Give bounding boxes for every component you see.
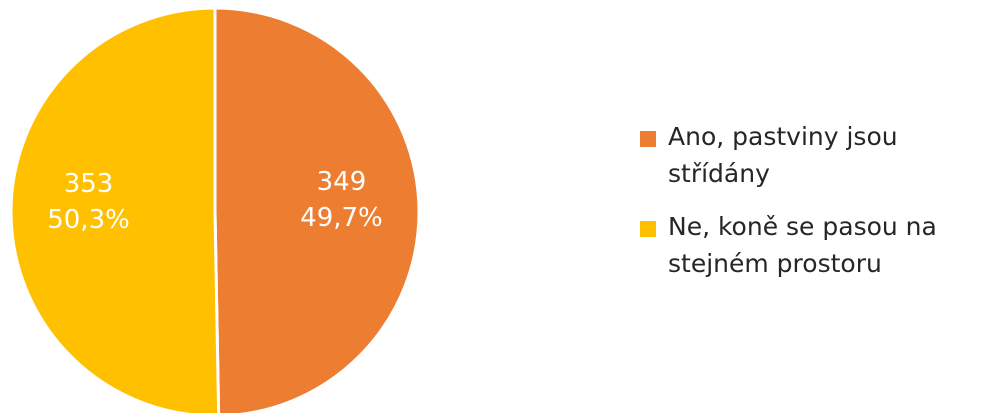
legend: Ano, pastviny jsou střídány Ne, koně se … bbox=[640, 118, 990, 298]
pie-slice-ne bbox=[9, 6, 221, 413]
legend-label-ano: Ano, pastviny jsou střídány bbox=[668, 122, 898, 188]
slice-value-label-ne: 353 bbox=[64, 169, 114, 199]
legend-swatch-ano bbox=[640, 131, 656, 147]
slice-value-label-ano: 349 bbox=[317, 167, 367, 197]
slice-percent-label-ano: 49,7% bbox=[300, 203, 383, 233]
pie-slice-ano bbox=[213, 6, 421, 413]
legend-swatch-ne bbox=[640, 221, 656, 237]
slice-percent-label-ne: 50,3% bbox=[47, 205, 130, 235]
legend-label-ne: Ne, koně se pasou na stejném prostoru bbox=[668, 212, 937, 278]
legend-item-ano: Ano, pastviny jsou střídány bbox=[640, 118, 990, 192]
legend-item-ne: Ne, koně se pasou na stejném prostoru bbox=[640, 208, 990, 282]
